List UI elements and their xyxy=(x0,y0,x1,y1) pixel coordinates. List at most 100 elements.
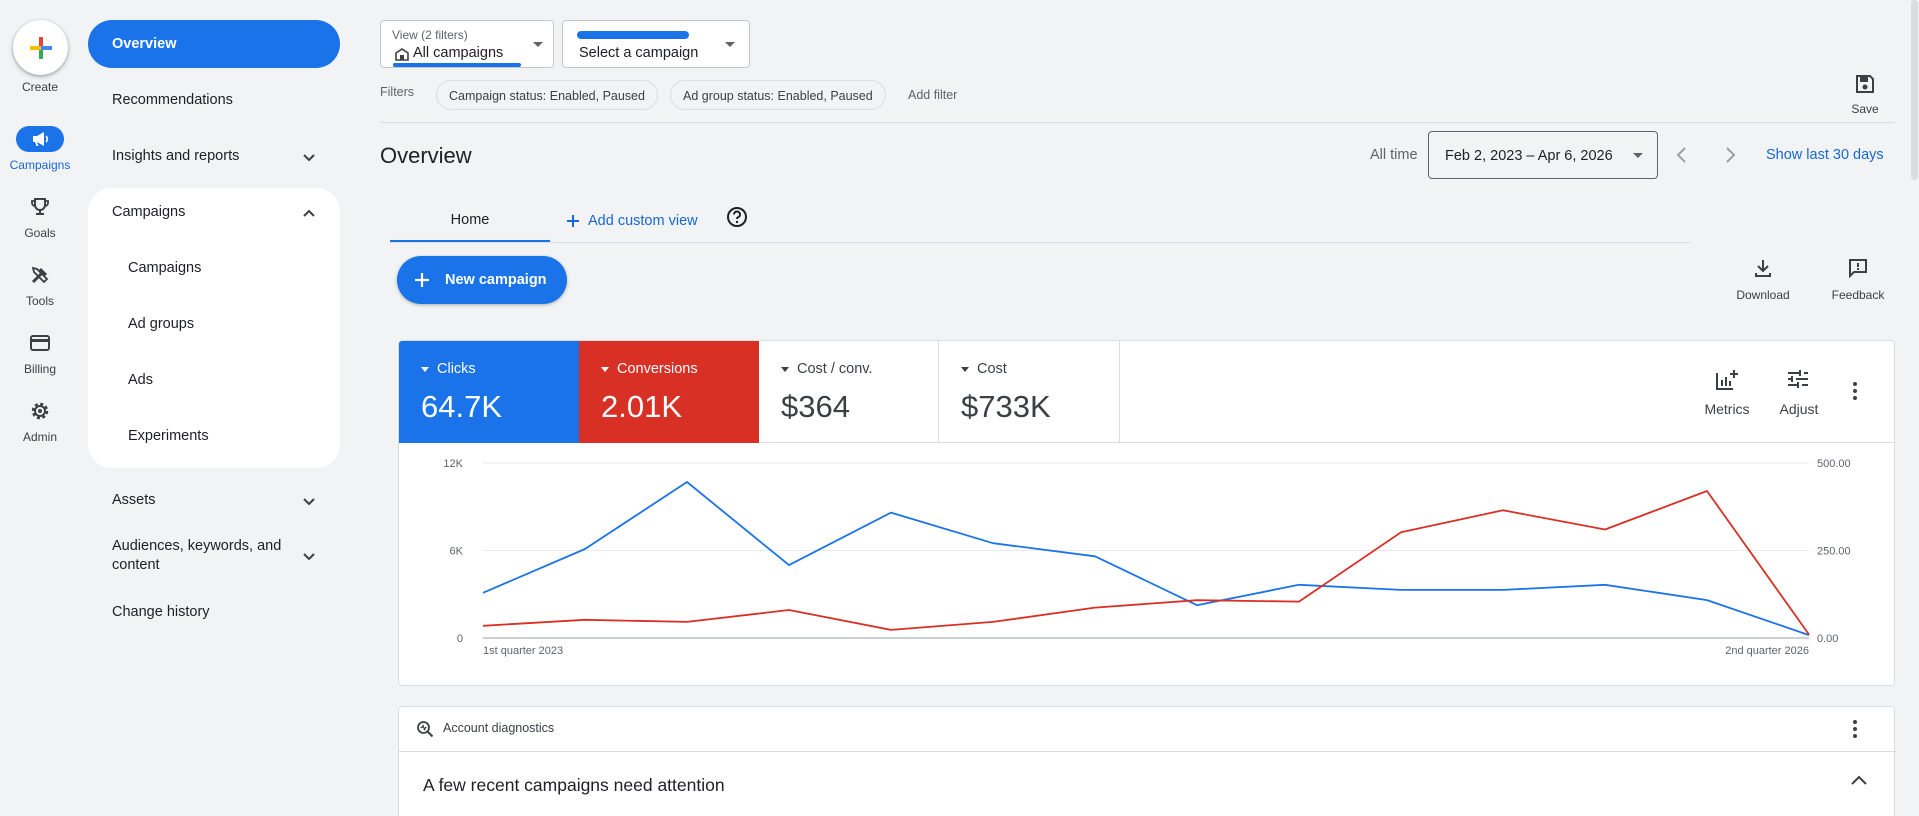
building-icon xyxy=(395,48,409,61)
metrics-row: Clicks 64.7K Conversions 2.01K Cost / co… xyxy=(399,341,1894,443)
create-button[interactable] xyxy=(13,20,68,75)
help-icon xyxy=(727,207,747,227)
metric-name: Cost xyxy=(977,361,1007,377)
nav-item-label: Assets xyxy=(112,492,156,508)
save-icon xyxy=(1856,75,1874,93)
all-time-label: All time xyxy=(1370,147,1418,163)
nav-item-label: Change history xyxy=(112,604,210,620)
rail-item-tools[interactable]: Tools xyxy=(0,262,80,318)
rail-item-label: Goals xyxy=(24,226,56,240)
performance-card: Clicks 64.7K Conversions 2.01K Cost / co… xyxy=(398,340,1895,686)
download-button[interactable]: Download xyxy=(1728,258,1798,302)
next-period-button[interactable] xyxy=(1718,143,1742,167)
view-filter-count: View (2 filters) xyxy=(392,28,468,42)
campaign-selector[interactable]: Select a campaign xyxy=(562,20,750,68)
y-left-tick-label: 6K xyxy=(450,546,464,558)
download-label: Download xyxy=(1736,288,1790,302)
nav-subitem-ad-groups[interactable]: Ad groups xyxy=(128,316,195,332)
nav-item-change-history[interactable]: Change history xyxy=(88,604,340,620)
new-campaign-button[interactable]: New campaign xyxy=(397,256,567,304)
view-selector[interactable]: View (2 filters) All campaigns xyxy=(380,20,554,68)
metrics-label: Metrics xyxy=(1704,401,1750,417)
date-range-value: Feb 2, 2023 – Apr 6, 2026 xyxy=(1445,148,1613,164)
rail-item-billing[interactable]: Billing xyxy=(0,330,80,386)
rail-item-goals[interactable]: Goals xyxy=(0,194,80,250)
tab-add-custom-view[interactable]: Add custom view xyxy=(566,206,698,236)
diagnostics-collapse-button[interactable] xyxy=(1850,773,1868,787)
nav-item-audiences[interactable]: Audiences, keywords, and content xyxy=(88,537,318,575)
adjust-label: Adjust xyxy=(1779,401,1819,417)
adjust-button[interactable]: Adjust xyxy=(1769,369,1829,419)
nav-item-label: Campaigns xyxy=(112,204,186,220)
y-left-tick-label: 0 xyxy=(457,633,463,645)
show-last-30-days-link[interactable]: Show last 30 days xyxy=(1766,147,1884,163)
x-tick-label: 1st quarter 2023 xyxy=(483,645,563,657)
rail-item-label: Tools xyxy=(25,294,54,308)
x-tick-label: 2nd quarter 2026 xyxy=(1725,645,1809,657)
save-button[interactable]: Save xyxy=(1835,72,1895,116)
nav-subitem-campaigns[interactable]: Campaigns xyxy=(128,260,202,276)
nav-item-campaigns-group[interactable]: Campaigns xyxy=(88,204,340,220)
chevron-down-icon xyxy=(303,553,315,561)
filter-chip-ad-group-status[interactable]: Ad group status: Enabled, Paused xyxy=(670,80,886,110)
new-campaign-label: New campaign xyxy=(445,272,547,288)
metric-cost[interactable]: Cost $733K xyxy=(939,341,1120,443)
main-content: View (2 filters) All campaigns Select a … xyxy=(380,0,1896,816)
nav-item-assets[interactable]: Assets xyxy=(88,492,340,508)
metrics-more-button[interactable] xyxy=(1851,381,1859,401)
y-right-tick-label: 250.00 xyxy=(1817,546,1851,558)
metric-cost-per-conv[interactable]: Cost / conv. $364 xyxy=(759,341,939,443)
dropdown-triangle-icon xyxy=(781,366,789,372)
save-label: Save xyxy=(1851,102,1879,116)
y-left-tick-label: 12K xyxy=(443,458,463,470)
chevron-up-icon xyxy=(303,209,315,217)
tab-add-label: Add custom view xyxy=(588,213,698,229)
tab-home[interactable]: Home xyxy=(450,212,490,228)
nav-item-recommendations[interactable]: Recommendations xyxy=(88,92,340,108)
rail-item-admin[interactable]: Admin xyxy=(0,398,80,454)
diagnostics-more-button[interactable] xyxy=(1851,719,1859,739)
view-value: All campaigns xyxy=(413,45,504,61)
metric-clicks[interactable]: Clicks 64.7K xyxy=(399,341,579,443)
account-diagnostics-card: Account diagnostics A few recent campaig… xyxy=(398,706,1896,816)
dropdown-arrow-icon xyxy=(533,42,543,47)
header-divider xyxy=(380,122,1895,123)
campaign-select-value: Select a campaign xyxy=(579,45,699,61)
date-range-picker[interactable]: Feb 2, 2023 – Apr 6, 2026 xyxy=(1428,131,1658,179)
left-rail: Create Campaigns Goals Tools Billing Adm… xyxy=(0,0,80,816)
scrollbar-thumb[interactable] xyxy=(1911,0,1918,180)
filter-chip-campaign-status[interactable]: Campaign status: Enabled, Paused xyxy=(436,80,658,110)
credit-card-icon xyxy=(24,330,56,356)
help-button[interactable] xyxy=(726,206,748,228)
add-filter-button[interactable]: Add filter xyxy=(908,88,958,102)
trophy-icon xyxy=(24,194,56,220)
chevron-right-icon xyxy=(1726,147,1736,163)
plus-icon xyxy=(29,36,52,59)
metrics-button[interactable]: Metrics xyxy=(1697,369,1757,419)
metric-name: Cost / conv. xyxy=(797,361,873,377)
nav-subitem-experiments[interactable]: Experiments xyxy=(128,428,209,444)
tabs-divider xyxy=(390,242,1690,243)
chevron-left-icon xyxy=(1676,147,1686,163)
y-right-tick-label: 500.00 xyxy=(1817,458,1851,470)
rail-item-label: Campaigns xyxy=(9,158,71,172)
feedback-button[interactable]: Feedback xyxy=(1823,258,1893,302)
plus-icon xyxy=(415,273,429,287)
diagnostics-header: Account diagnostics xyxy=(399,707,1896,752)
rail-item-label: Billing xyxy=(23,362,56,376)
nav-item-overview[interactable]: Overview xyxy=(88,20,340,68)
nav-subitem-ads[interactable]: Ads xyxy=(128,372,153,388)
more-vert-icon xyxy=(1853,382,1857,400)
view-underline xyxy=(393,63,521,67)
page-scrollbar[interactable] xyxy=(1909,0,1919,816)
nav-item-insights[interactable]: Insights and reports xyxy=(88,148,340,164)
campaigns-nav-panel: Campaigns Campaigns Ad groups Ads Experi… xyxy=(88,188,340,468)
rail-item-campaigns[interactable]: Campaigns xyxy=(0,126,80,182)
metric-conversions[interactable]: Conversions 2.01K xyxy=(579,341,759,443)
series-line-clicks xyxy=(482,481,1810,636)
rail-item-label: Admin xyxy=(22,430,57,444)
redacted-account-name xyxy=(577,31,689,39)
metric-value: $364 xyxy=(781,389,850,424)
chevron-down-icon xyxy=(303,154,315,162)
previous-period-button[interactable] xyxy=(1670,143,1694,167)
